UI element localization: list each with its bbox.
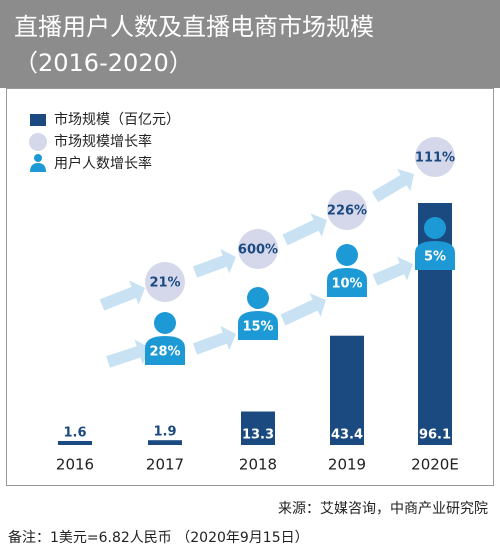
user-head	[336, 244, 358, 266]
user-growth-label: 15%	[242, 320, 273, 335]
user-badge	[238, 311, 278, 340]
chart-subtitle: （2016-2020）	[14, 49, 193, 77]
legend-label: 市场规模（百亿元）	[54, 111, 180, 128]
bar-label: 1.9	[153, 425, 176, 440]
legend-swatch	[34, 154, 42, 162]
x-tick-label: 2019	[328, 456, 366, 474]
bar	[241, 411, 275, 445]
arrow	[372, 256, 413, 286]
arrow	[106, 339, 150, 368]
growth-label: 21%	[149, 276, 180, 291]
bar	[418, 203, 452, 445]
bar	[148, 440, 182, 445]
growth-circle	[415, 137, 455, 177]
source: 来源：艾媒咨询，中商产业研究院	[278, 501, 488, 517]
legend-label: 市场规模增长率	[54, 133, 152, 150]
note: 备注：1美元=6.82人民币 （2020年9月15日）	[8, 529, 309, 546]
x-tick-label: 2017	[146, 456, 184, 474]
chart-title: 直播用户人数及直播电商市场规模	[14, 13, 374, 41]
arrow	[282, 213, 327, 246]
user-head	[424, 217, 446, 239]
arrow	[280, 293, 326, 326]
bar-label: 13.3	[242, 428, 274, 443]
user-head	[154, 312, 176, 334]
user-growth-label: 10%	[331, 277, 362, 292]
user-badge	[327, 268, 367, 297]
arrow	[192, 248, 236, 278]
growth-circle	[238, 229, 278, 269]
bar	[330, 335, 364, 445]
chart-frame	[6, 88, 494, 486]
legend-swatch	[30, 114, 46, 126]
user-badge	[415, 241, 455, 270]
bar	[58, 440, 92, 445]
legend-swatch	[29, 133, 47, 151]
arrow	[99, 280, 145, 311]
bar-label: 1.6	[63, 425, 86, 440]
growth-label: 226%	[327, 204, 367, 219]
title-bar	[0, 0, 500, 88]
x-tick-label: 2016	[56, 456, 94, 474]
legend-swatch	[30, 163, 46, 172]
growth-label: 111%	[415, 151, 455, 166]
user-growth-label: 28%	[149, 345, 180, 360]
arrow	[192, 325, 236, 355]
x-tick-label: 2020E	[411, 456, 459, 474]
user-head	[247, 287, 269, 309]
user-growth-label: 5%	[424, 250, 446, 265]
growth-circle	[327, 190, 367, 230]
bar-label: 96.1	[419, 428, 451, 443]
arrow	[371, 168, 414, 203]
x-tick-label: 2018	[239, 456, 277, 474]
legend-label: 用户人数增长率	[54, 155, 152, 172]
growth-label: 600%	[238, 243, 278, 258]
growth-circle	[145, 262, 185, 302]
bar-label: 43.4	[331, 428, 363, 443]
user-badge	[145, 336, 185, 365]
